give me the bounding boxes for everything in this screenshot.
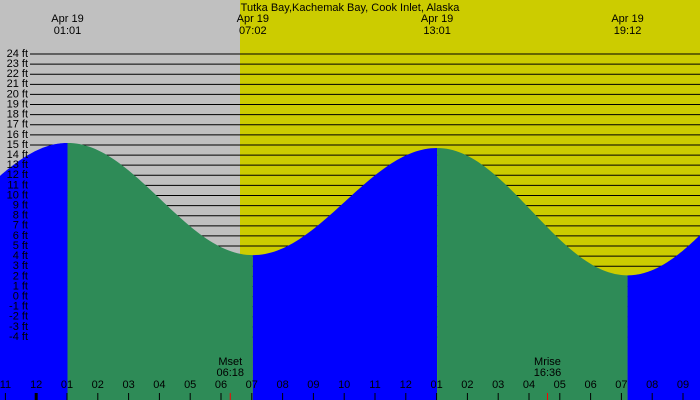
y-tick-label: 2 ft xyxy=(13,270,28,282)
y-tick-label: -4 ft xyxy=(9,331,28,343)
rising-tide xyxy=(252,147,438,400)
moon-event: Mrise xyxy=(534,356,561,368)
extreme-date: Apr 19 xyxy=(611,13,643,25)
x-tick-label: 02 xyxy=(92,379,104,391)
y-tick-label: 7 ft xyxy=(13,220,28,232)
extreme-time: 01:01 xyxy=(54,25,82,37)
y-tick-label: 14 ft xyxy=(7,149,28,161)
x-tick-label: 07 xyxy=(615,379,627,391)
moon-event: Mset xyxy=(218,356,242,368)
y-tick-label: 22 ft xyxy=(7,68,28,80)
y-tick-label: 21 ft xyxy=(7,78,28,90)
y-tick-label: 12 ft xyxy=(7,169,28,181)
moon-time: 16:36 xyxy=(534,367,562,379)
rising-tide xyxy=(0,142,68,400)
x-tick-label: 04 xyxy=(153,379,165,391)
y-tick-label: 4 ft xyxy=(13,250,28,262)
x-tick-label: 12 xyxy=(400,379,412,391)
y-tick-label: 10 ft xyxy=(7,189,28,201)
extreme-date: Apr 19 xyxy=(421,13,453,25)
y-tick-label: 3 ft xyxy=(13,260,28,272)
y-tick-label: 5 ft xyxy=(13,240,28,252)
x-tick-label: 06 xyxy=(215,379,227,391)
x-tick-label: 02 xyxy=(461,379,473,391)
x-tick-label: 11 xyxy=(0,379,11,391)
falling-tide xyxy=(67,142,253,400)
x-tick-label: 11 xyxy=(369,379,380,391)
y-tick-label: 9 ft xyxy=(13,200,28,212)
x-tick-label: 08 xyxy=(276,379,288,391)
x-tick-label: 09 xyxy=(677,379,689,391)
y-tick-label: 17 ft xyxy=(7,119,28,131)
x-tick-label: 12 xyxy=(30,379,42,391)
y-tick-label: 11 ft xyxy=(7,179,28,191)
x-tick-label: 06 xyxy=(584,379,596,391)
y-tick-label: -3 ft xyxy=(9,321,28,333)
y-tick-label: 24 ft xyxy=(7,48,28,60)
x-tick-label: 09 xyxy=(307,379,319,391)
y-tick-label: 0 ft xyxy=(13,290,28,302)
y-tick-label: 18 ft xyxy=(7,109,28,121)
extreme-time: 07:02 xyxy=(239,25,267,37)
x-tick-label: 08 xyxy=(646,379,658,391)
y-tick-label: 1 ft xyxy=(13,280,28,292)
extreme-time: 19:12 xyxy=(614,25,642,37)
y-tick-label: 6 ft xyxy=(13,230,28,242)
y-tick-label: 13 ft xyxy=(7,159,28,171)
x-tick-label: 03 xyxy=(492,379,504,391)
extreme-time: 13:01 xyxy=(423,25,451,37)
extreme-date: Apr 19 xyxy=(237,13,269,25)
x-tick-label: 03 xyxy=(122,379,134,391)
y-tick-label: 8 ft xyxy=(13,210,28,222)
y-tick-label: -2 ft xyxy=(9,311,28,323)
x-tick-label: 07 xyxy=(246,379,258,391)
y-tick-label: 15 ft xyxy=(7,139,28,151)
y-tick-label: 19 ft xyxy=(7,98,28,110)
y-tick-label: 23 ft xyxy=(7,58,28,70)
x-tick-label: 04 xyxy=(523,379,535,391)
y-tick-label: 16 ft xyxy=(7,129,28,141)
x-tick-label: 01 xyxy=(61,379,73,391)
x-tick-label: 10 xyxy=(338,379,350,391)
x-tick-label: 05 xyxy=(184,379,196,391)
extreme-date: Apr 19 xyxy=(51,13,83,25)
tide-area xyxy=(0,142,700,400)
x-tick-label: 05 xyxy=(554,379,566,391)
y-tick-label: -1 ft xyxy=(9,301,28,313)
rising-tide xyxy=(627,235,700,400)
y-tick-label: 20 ft xyxy=(7,88,28,100)
chart-title: Tutka Bay,Kachemak Bay, Cook Inlet, Alas… xyxy=(241,2,461,14)
moon-time: 06:18 xyxy=(216,367,244,379)
falling-tide xyxy=(437,147,628,400)
x-tick-label: 01 xyxy=(430,379,442,391)
